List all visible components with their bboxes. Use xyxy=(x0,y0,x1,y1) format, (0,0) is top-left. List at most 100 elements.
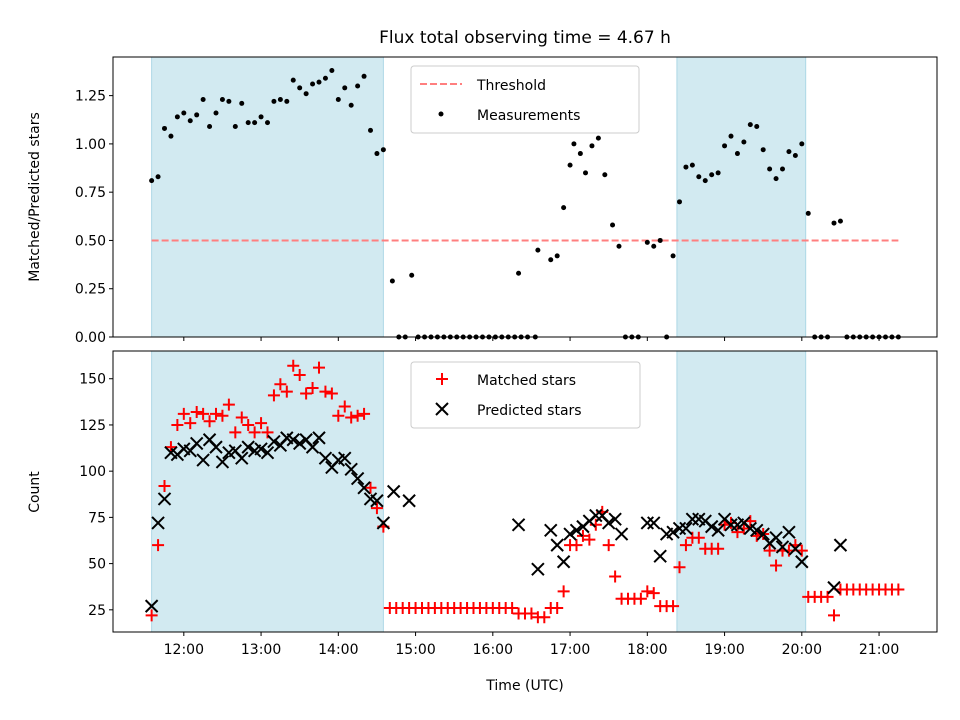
measurement-point xyxy=(657,237,663,243)
top-xticks xyxy=(183,337,880,341)
measurement-point xyxy=(709,172,715,178)
matched-star-point xyxy=(525,607,538,620)
matched-star-point xyxy=(325,387,338,400)
measurement-point xyxy=(799,141,805,147)
predicted-star-point xyxy=(795,555,809,569)
measurement-point xyxy=(831,220,837,226)
measurement-point xyxy=(583,170,589,176)
shaded-interval xyxy=(151,56,384,338)
predicted-star-point xyxy=(589,508,603,523)
predicted-star-point xyxy=(827,580,841,595)
measurement-point xyxy=(277,96,283,102)
matched-star-point xyxy=(770,559,783,572)
matched-star-point xyxy=(673,561,686,574)
measurement-point xyxy=(561,205,567,211)
legend-predicted-marker xyxy=(435,402,449,416)
y-tick-label: 0.00 xyxy=(75,330,106,346)
top-points xyxy=(149,68,901,340)
predicted-star-point xyxy=(402,494,416,508)
measurement-point xyxy=(554,253,560,259)
measurement-point xyxy=(155,174,161,180)
measurement-point xyxy=(760,147,766,153)
measurement-point xyxy=(213,110,219,116)
matched-star-point xyxy=(190,406,203,419)
chart-title: Flux total observing time = 4.67 h xyxy=(379,28,671,48)
matched-star-point xyxy=(557,585,570,598)
measurement-point xyxy=(696,174,702,180)
y-tick-label: 0.25 xyxy=(75,282,106,298)
predicted-star-point xyxy=(189,436,204,451)
predicted-star-point xyxy=(563,527,577,541)
predicted-star-point xyxy=(711,523,725,538)
predicted-star-point xyxy=(704,519,719,534)
matched-star-point xyxy=(210,407,222,420)
measurement-point xyxy=(194,112,200,118)
y-tick-label: 1.00 xyxy=(75,137,106,153)
y-tick-label: 75 xyxy=(88,510,106,526)
top-yticks: 0.00 0.25 0.50 0.75 1.00 1.25 xyxy=(75,89,113,346)
predicted-star-point xyxy=(241,440,255,454)
measurement-point xyxy=(571,141,577,147)
measurement-point xyxy=(792,152,798,158)
matched-star-point xyxy=(538,611,551,624)
bottom-legend: Matched stars Predicted stars xyxy=(410,361,641,429)
matched-star-point xyxy=(222,398,235,411)
predicted-star-point xyxy=(769,531,783,545)
predicted-star-point xyxy=(724,518,738,532)
measurement-point xyxy=(644,239,650,245)
matched-star-point xyxy=(235,411,248,424)
x-tick-label: 20:00 xyxy=(782,642,822,658)
measurement-point xyxy=(548,257,554,263)
measurement-point xyxy=(284,98,290,104)
bottom-points xyxy=(144,359,905,624)
matched-star-point xyxy=(177,407,190,420)
matched-star-point xyxy=(892,583,905,596)
measurement-point xyxy=(516,270,522,276)
measurement-point xyxy=(226,98,232,104)
matched-star-point xyxy=(667,600,680,613)
measurement-point xyxy=(670,253,676,259)
predicted-star-point xyxy=(370,494,384,508)
measurement-point xyxy=(535,247,541,253)
measurement-point xyxy=(149,178,155,184)
predicted-star-point xyxy=(679,521,693,536)
y-tick-label: 125 xyxy=(79,418,106,434)
predicted-star-point xyxy=(531,562,545,576)
matched-star-point xyxy=(216,409,229,422)
predicted-star-point xyxy=(756,527,770,541)
measurement-point xyxy=(595,135,601,141)
measurement-point xyxy=(602,172,608,178)
measurement-point xyxy=(389,278,395,284)
legend-matched-marker xyxy=(436,373,448,385)
y-tick-label: 25 xyxy=(88,603,106,619)
predicted-star-point xyxy=(750,523,764,538)
measurement-point xyxy=(722,143,728,149)
matched-star-point xyxy=(287,359,300,372)
measurement-point xyxy=(589,143,595,149)
measurement-point xyxy=(374,151,380,157)
measurement-point xyxy=(200,96,206,102)
predicted-star-point xyxy=(614,527,629,541)
measurement-point xyxy=(310,81,316,87)
matched-star-point xyxy=(248,426,261,439)
matched-star-point xyxy=(647,587,660,600)
top-ylabel: Matched/Predicted stars xyxy=(27,112,43,282)
measurement-point xyxy=(355,83,361,89)
matched-star-point xyxy=(197,407,210,420)
measurement-point xyxy=(162,125,167,131)
matched-star-point xyxy=(364,481,377,494)
predicted-star-point xyxy=(833,538,848,552)
predicted-star-point xyxy=(151,516,165,530)
measurement-point xyxy=(265,120,270,126)
predicted-star-point xyxy=(569,523,584,538)
matched-star-point xyxy=(712,542,725,555)
predicted-star-point xyxy=(647,516,661,530)
matched-star-point xyxy=(319,385,332,398)
predicted-star-point xyxy=(344,462,358,477)
matched-star-point xyxy=(280,385,293,398)
matched-star-point xyxy=(203,415,216,428)
predicted-star-point xyxy=(544,523,558,538)
measurement-point xyxy=(348,102,354,108)
matched-star-point xyxy=(152,539,165,552)
predicted-star-point xyxy=(608,512,622,526)
